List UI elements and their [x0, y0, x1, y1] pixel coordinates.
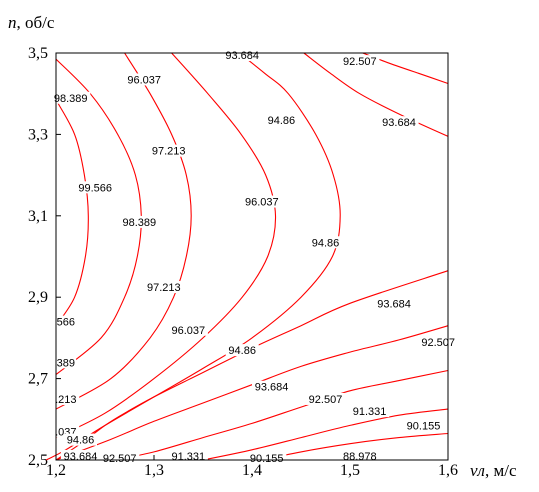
contour-label: 92.507 [309, 394, 343, 406]
contour-label-bg [52, 392, 80, 405]
contour-label-bg [119, 215, 159, 228]
contour-label: 91.331 [353, 406, 387, 418]
x-tick-label: 1,3 [144, 462, 164, 479]
contour-label-bg [252, 380, 292, 393]
contour-label-bg [264, 114, 298, 127]
contour-label-bg [124, 73, 164, 86]
contour-labels: 93.684 92.507 96.037 98.389 94.86 93.684 97.21… [51, 49, 458, 465]
contour-label-bg [168, 323, 208, 336]
contour-label-bg [55, 315, 77, 328]
y-tick-label: 3,3 [28, 126, 48, 143]
contour-label-bg [350, 405, 390, 418]
contour-label-bg [242, 195, 282, 208]
contour-label-bg [403, 419, 444, 432]
x-tick-label: 1,5 [340, 462, 360, 479]
contour-label-bg [222, 49, 262, 62]
contour-label: 94.86 [228, 345, 256, 357]
contour-label-bg [168, 449, 208, 462]
contour-label-bg [374, 297, 414, 310]
contour-label-bg [149, 144, 189, 157]
contour-line-90.155 [202, 408, 449, 461]
contour-label: 93.684 [255, 382, 289, 394]
contour-label: 97.213 [152, 146, 186, 158]
contour-label: 97.213 [147, 282, 181, 294]
y-tick-label: 2,7 [28, 371, 48, 388]
contour-label: 90.155 [407, 420, 441, 432]
contour-label: 98.389 [54, 93, 88, 105]
contour-label-bg [340, 449, 380, 462]
contour-label: 96.037 [171, 325, 205, 337]
contour-label: 92.507 [343, 56, 377, 68]
contour-label: 389 [57, 357, 75, 369]
contour-label-bg [225, 344, 259, 357]
contour-label: 93.684 [64, 451, 98, 463]
contour-label: 94.86 [268, 115, 296, 127]
contour-label: 566 [57, 317, 75, 329]
contour-line-91.331 [114, 369, 449, 461]
contour-label: 96.037 [245, 197, 279, 209]
y-tick-label: 3,5 [28, 45, 48, 62]
contour-label-bg [100, 451, 140, 464]
contour-label-bg [247, 451, 287, 464]
contour-label: 94.86 [312, 237, 340, 249]
contour-label: 92.507 [103, 453, 137, 465]
contour-label-bg [55, 356, 77, 369]
contour-label: 91.331 [171, 451, 205, 463]
contour-label-bg [60, 449, 101, 462]
contour-label: 99.566 [78, 182, 112, 194]
contour-label: 93.684 [382, 117, 416, 129]
contour-label: 98.389 [122, 217, 156, 229]
contour-label-bg [75, 181, 115, 194]
y-tick-label: 3,1 [28, 208, 48, 225]
x-tick-label: 1,2 [46, 462, 66, 479]
x-tick-label: 1,6 [438, 462, 458, 479]
contour-line-94.86 [45, 52, 341, 461]
contour-label-bg [144, 281, 184, 294]
contour-label-bg [309, 236, 342, 249]
contour-label-bg [51, 91, 91, 104]
contour-label: 96.037 [127, 74, 161, 86]
contour-label: 90.155 [250, 453, 284, 465]
contour-label-bg [340, 55, 380, 68]
contour-label: 88.978 [343, 451, 377, 463]
contour-label-bg [64, 433, 97, 446]
axis-ticks: 1,2 1,3 1,4 1,5 1,6 2,5 2,7 2,9 3,1 3,3 3,5 [28, 45, 458, 479]
x-tick-label: 1,4 [242, 462, 262, 479]
contour-label-bg [379, 116, 419, 129]
plot-frame [55, 52, 449, 461]
contour-line-98.389 [55, 58, 142, 375]
contour-label: .213 [55, 394, 76, 406]
contour-label: 92.507 [421, 337, 455, 349]
contour-label-bg [305, 392, 346, 405]
y-axis-label: n, об/с [8, 13, 55, 32]
y-tick-label: 2,5 [28, 452, 48, 469]
contour-label: 93.684 [225, 50, 259, 62]
contour-line-93.684 [55, 270, 449, 461]
contour-line-88.978 [261, 432, 449, 461]
contour-label: 94.86 [67, 435, 95, 447]
contour-lines [45, 52, 449, 461]
contour-line-99.566 [55, 99, 89, 327]
contour-line-97.213 [55, 52, 192, 410]
y-tick-label: 2,9 [28, 289, 48, 306]
contour-label: 93.684 [377, 298, 411, 310]
contour-line-96.037 [55, 52, 277, 439]
x-axis-label: vл, м/с [470, 461, 517, 480]
